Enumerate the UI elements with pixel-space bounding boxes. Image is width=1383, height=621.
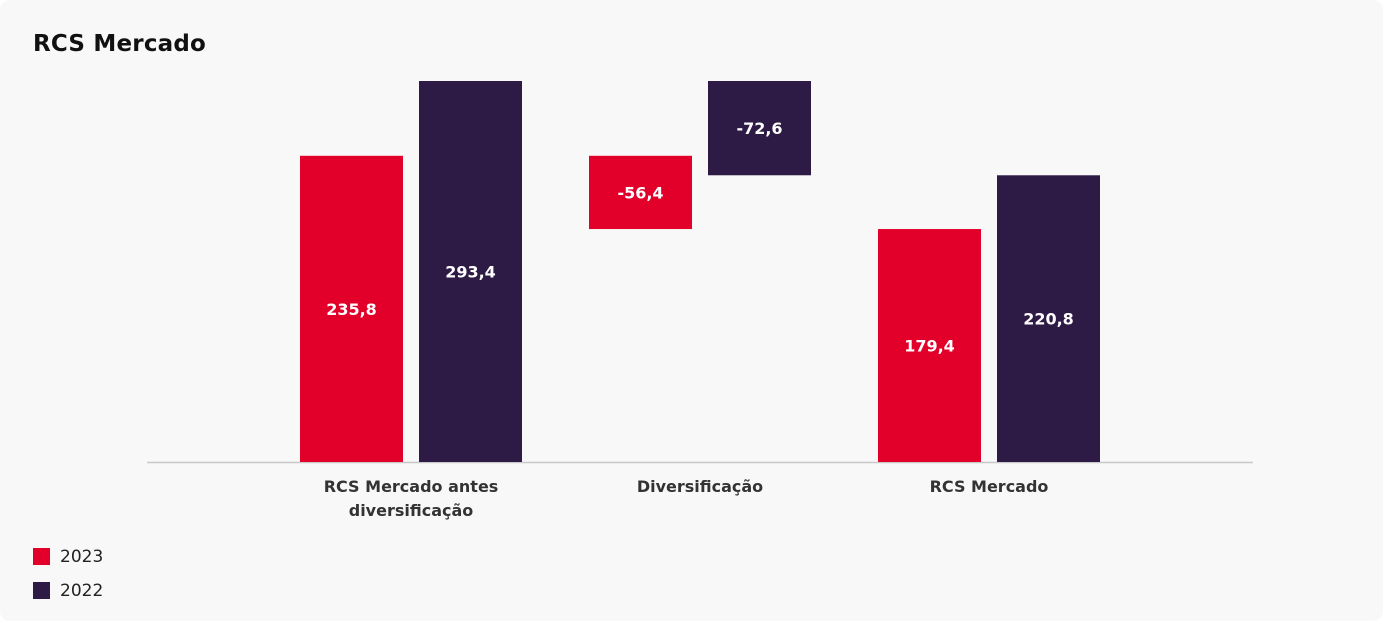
bar-label-2022-1: -72,6	[736, 119, 782, 138]
bar-2023-0[interactable]	[300, 155, 403, 462]
bar-2023-1[interactable]	[589, 155, 692, 230]
bar-2022-0[interactable]	[419, 81, 522, 462]
bar-2023-2[interactable]	[878, 229, 981, 462]
bar-label-2022-0: 293,4	[445, 263, 496, 282]
bar-label-2023-0: 235,8	[326, 300, 377, 319]
bar-label-2023-1: -56,4	[617, 183, 663, 202]
bar-2022-1[interactable]	[708, 81, 811, 176]
category-label-2: RCS Mercado	[930, 477, 1049, 496]
category-label-1: Diversificação	[637, 477, 763, 496]
legend-swatch-2023	[33, 548, 50, 565]
category-label-0: RCS Mercado antes diversificação	[324, 477, 499, 520]
legend-swatch-2022	[33, 582, 50, 599]
bar-2022-2[interactable]	[997, 175, 1100, 463]
bar-label-2023-2: 179,4	[904, 337, 955, 356]
chart-title: RCS Mercado	[33, 31, 207, 57]
legend-label-2023: 2023	[60, 547, 104, 567]
bar-label-2022-2: 220,8	[1023, 310, 1074, 329]
legend-label-2022: 2022	[60, 581, 104, 601]
